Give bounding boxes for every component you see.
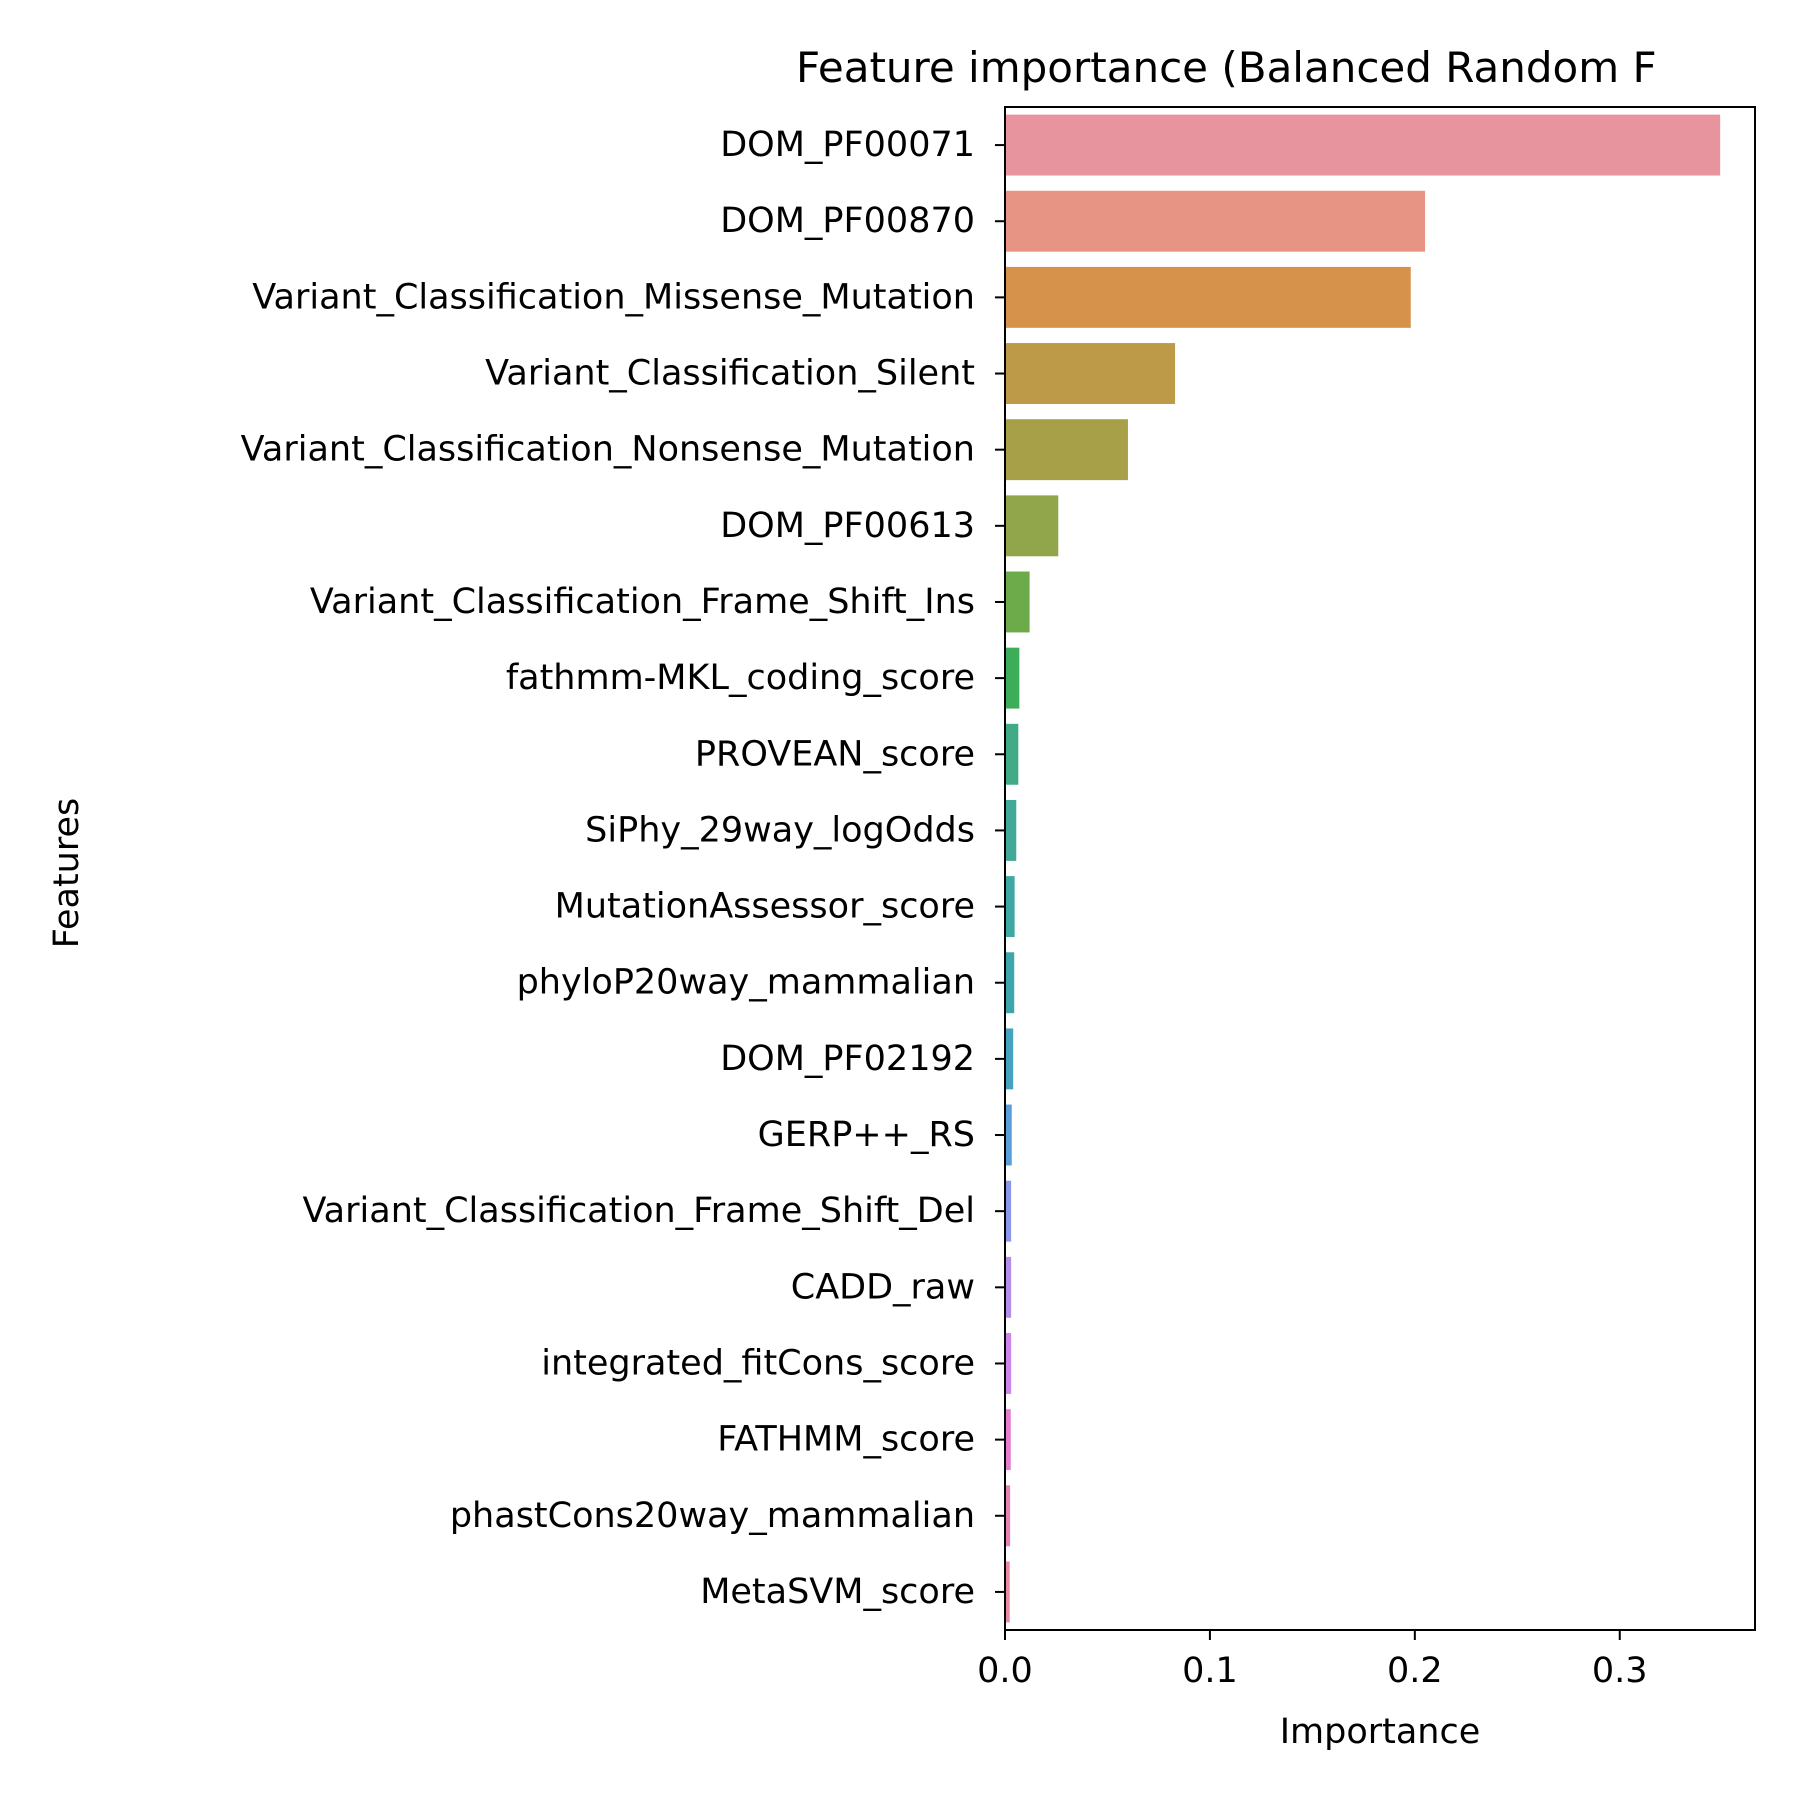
category-label-12: DOM_PF02192 xyxy=(720,1039,975,1079)
bar-13 xyxy=(1005,1104,1012,1166)
x-ticks-group: 0.0 0.1 0.2 0.3 xyxy=(977,1630,1648,1691)
category-label-14: Variant_Classification_Frame_Shift_Del xyxy=(302,1191,975,1231)
category-label-19: MetaSVM_score xyxy=(700,1572,975,1612)
bar-5 xyxy=(1005,495,1059,557)
category-label-9: SiPhy_29way_logOdds xyxy=(585,810,975,850)
category-label-5: DOM_PF00613 xyxy=(720,506,975,546)
x-tick-label-2: 0.2 xyxy=(1387,1651,1443,1691)
bar-15 xyxy=(1005,1256,1012,1318)
bar-8 xyxy=(1005,723,1019,785)
category-label-6: Variant_Classification_Frame_Shift_Ins xyxy=(310,582,975,622)
bar-1 xyxy=(1005,190,1426,252)
bar-17 xyxy=(1005,1409,1011,1471)
x-tick-label-3: 0.3 xyxy=(1592,1651,1648,1691)
category-label-4: Variant_Classification_Nonsense_Mutation xyxy=(241,430,975,470)
bar-16 xyxy=(1005,1333,1012,1394)
bar-10 xyxy=(1005,876,1015,938)
bar-7 xyxy=(1005,647,1020,709)
category-label-0: DOM_PF00071 xyxy=(720,125,975,165)
category-label-2: Variant_Classification_Missense_Mutation xyxy=(252,277,975,317)
category-label-1: DOM_PF00870 xyxy=(720,201,975,241)
bar-9 xyxy=(1005,799,1017,861)
category-label-16: integrated_fitCons_score xyxy=(541,1343,975,1383)
x-tick-label-1: 0.1 xyxy=(1182,1651,1238,1691)
chart-title: Feature importance (Balanced Random F xyxy=(796,43,1657,92)
plot-frame xyxy=(1004,106,1756,1631)
bar-2 xyxy=(1005,266,1411,328)
category-label-15: CADD_raw xyxy=(791,1267,975,1307)
bar-18 xyxy=(1005,1485,1011,1547)
category-label-7: fathmm-MKL_coding_score xyxy=(506,658,975,698)
x-tick-label-0: 0.0 xyxy=(977,1651,1033,1691)
bar-19 xyxy=(1005,1561,1010,1623)
bar-3 xyxy=(1005,343,1176,404)
bar-11 xyxy=(1005,952,1015,1014)
category-label-13: GERP++_RS xyxy=(758,1115,975,1155)
category-label-18: phastCons20way_mammalian xyxy=(450,1496,975,1536)
category-label-8: PROVEAN_score xyxy=(695,734,975,774)
category-labels-group: DOM_PF00071 DOM_PF00870 Variant_Classifica… xyxy=(241,125,1005,1612)
bar-6 xyxy=(1005,571,1030,633)
bar-12 xyxy=(1005,1028,1014,1090)
category-label-17: FATHMM_score xyxy=(717,1420,975,1460)
y-axis-title: Features xyxy=(47,798,87,949)
category-label-3: Variant_Classification_Silent xyxy=(485,354,975,394)
bar-0 xyxy=(1005,114,1721,176)
bar-14 xyxy=(1005,1180,1012,1242)
x-axis-title: Importance xyxy=(1280,1712,1481,1752)
bar-4 xyxy=(1005,419,1128,481)
category-label-11: phyloP20way_mammalian xyxy=(517,963,975,1003)
bars-group xyxy=(1005,114,1721,1623)
category-label-10: MutationAssessor_score xyxy=(555,887,975,927)
